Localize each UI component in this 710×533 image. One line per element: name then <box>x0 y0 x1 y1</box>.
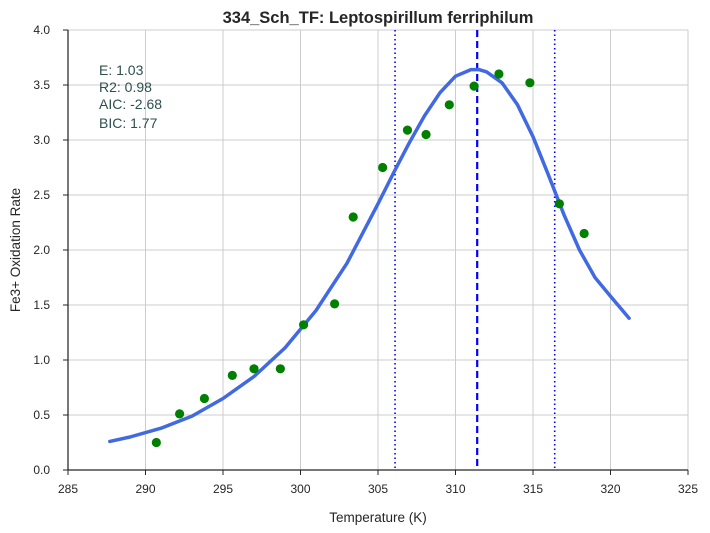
data-point <box>249 364 259 374</box>
data-point <box>275 364 285 374</box>
x-tick-label: 300 <box>290 482 310 496</box>
chart-title: 334_Sch_TF: Leptospirillum ferriphilum <box>223 9 534 27</box>
stat-aic: AIC: -2.68 <box>99 96 162 112</box>
stat-bic: BIC: 1.77 <box>99 115 158 131</box>
fit-statistics: E: 1.03 R2: 0.98 AIC: -2.68 BIC: 1.77 <box>99 62 162 131</box>
data-point <box>175 409 185 419</box>
x-tick-label: 305 <box>368 482 388 496</box>
data-point <box>494 69 504 79</box>
data-point <box>330 299 340 309</box>
x-tick-label: 295 <box>213 482 233 496</box>
y-axis-title: Fe3+ Oxidation Rate <box>8 188 23 312</box>
y-tick-label: 3.5 <box>33 78 50 92</box>
stat-r2: R2: 0.98 <box>99 79 152 95</box>
data-point <box>525 78 535 88</box>
data-point <box>151 437 161 448</box>
stat-e: E: 1.03 <box>99 62 144 78</box>
data-point <box>444 100 454 110</box>
data-point <box>199 393 209 404</box>
grid <box>68 29 689 470</box>
y-tick-label: 3.0 <box>33 133 50 147</box>
y-tick-label: 0.5 <box>33 408 50 422</box>
reference-lines <box>394 30 556 470</box>
y-tick-label: 2.0 <box>33 243 50 257</box>
data-point <box>554 199 564 209</box>
data-point <box>227 370 237 380</box>
y-tick-label: 4.0 <box>33 23 50 37</box>
x-tick-label: 315 <box>523 482 543 496</box>
y-tick-label: 2.5 <box>33 188 50 202</box>
data-point <box>421 129 431 140</box>
data-points <box>151 69 589 448</box>
y-tick-label: 1.5 <box>33 298 50 312</box>
y-tick-label: 1.0 <box>33 353 50 367</box>
x-tick-label: 290 <box>135 482 155 496</box>
data-point <box>348 212 358 222</box>
x-tick-label: 320 <box>600 482 620 496</box>
data-point <box>402 125 413 135</box>
y-tick-label: 0.0 <box>33 463 50 477</box>
x-tick-label: 310 <box>445 482 465 496</box>
data-point <box>579 228 589 239</box>
x-tick-label: 325 <box>678 482 698 496</box>
y-tick-labels: 0.0 0.5 1.0 1.5 2.0 2.5 3.0 3.5 4.0 <box>33 23 68 477</box>
x-axis-title: Temperature (K) <box>329 510 427 525</box>
x-tick-labels: 285 290 295 300 305 310 315 320 325 <box>58 470 698 496</box>
x-tick-label: 285 <box>58 482 78 496</box>
data-point <box>469 81 479 91</box>
fit-curve-group <box>108 67 631 444</box>
data-point <box>299 320 309 330</box>
data-point <box>378 162 388 173</box>
fit-curve <box>108 67 631 444</box>
